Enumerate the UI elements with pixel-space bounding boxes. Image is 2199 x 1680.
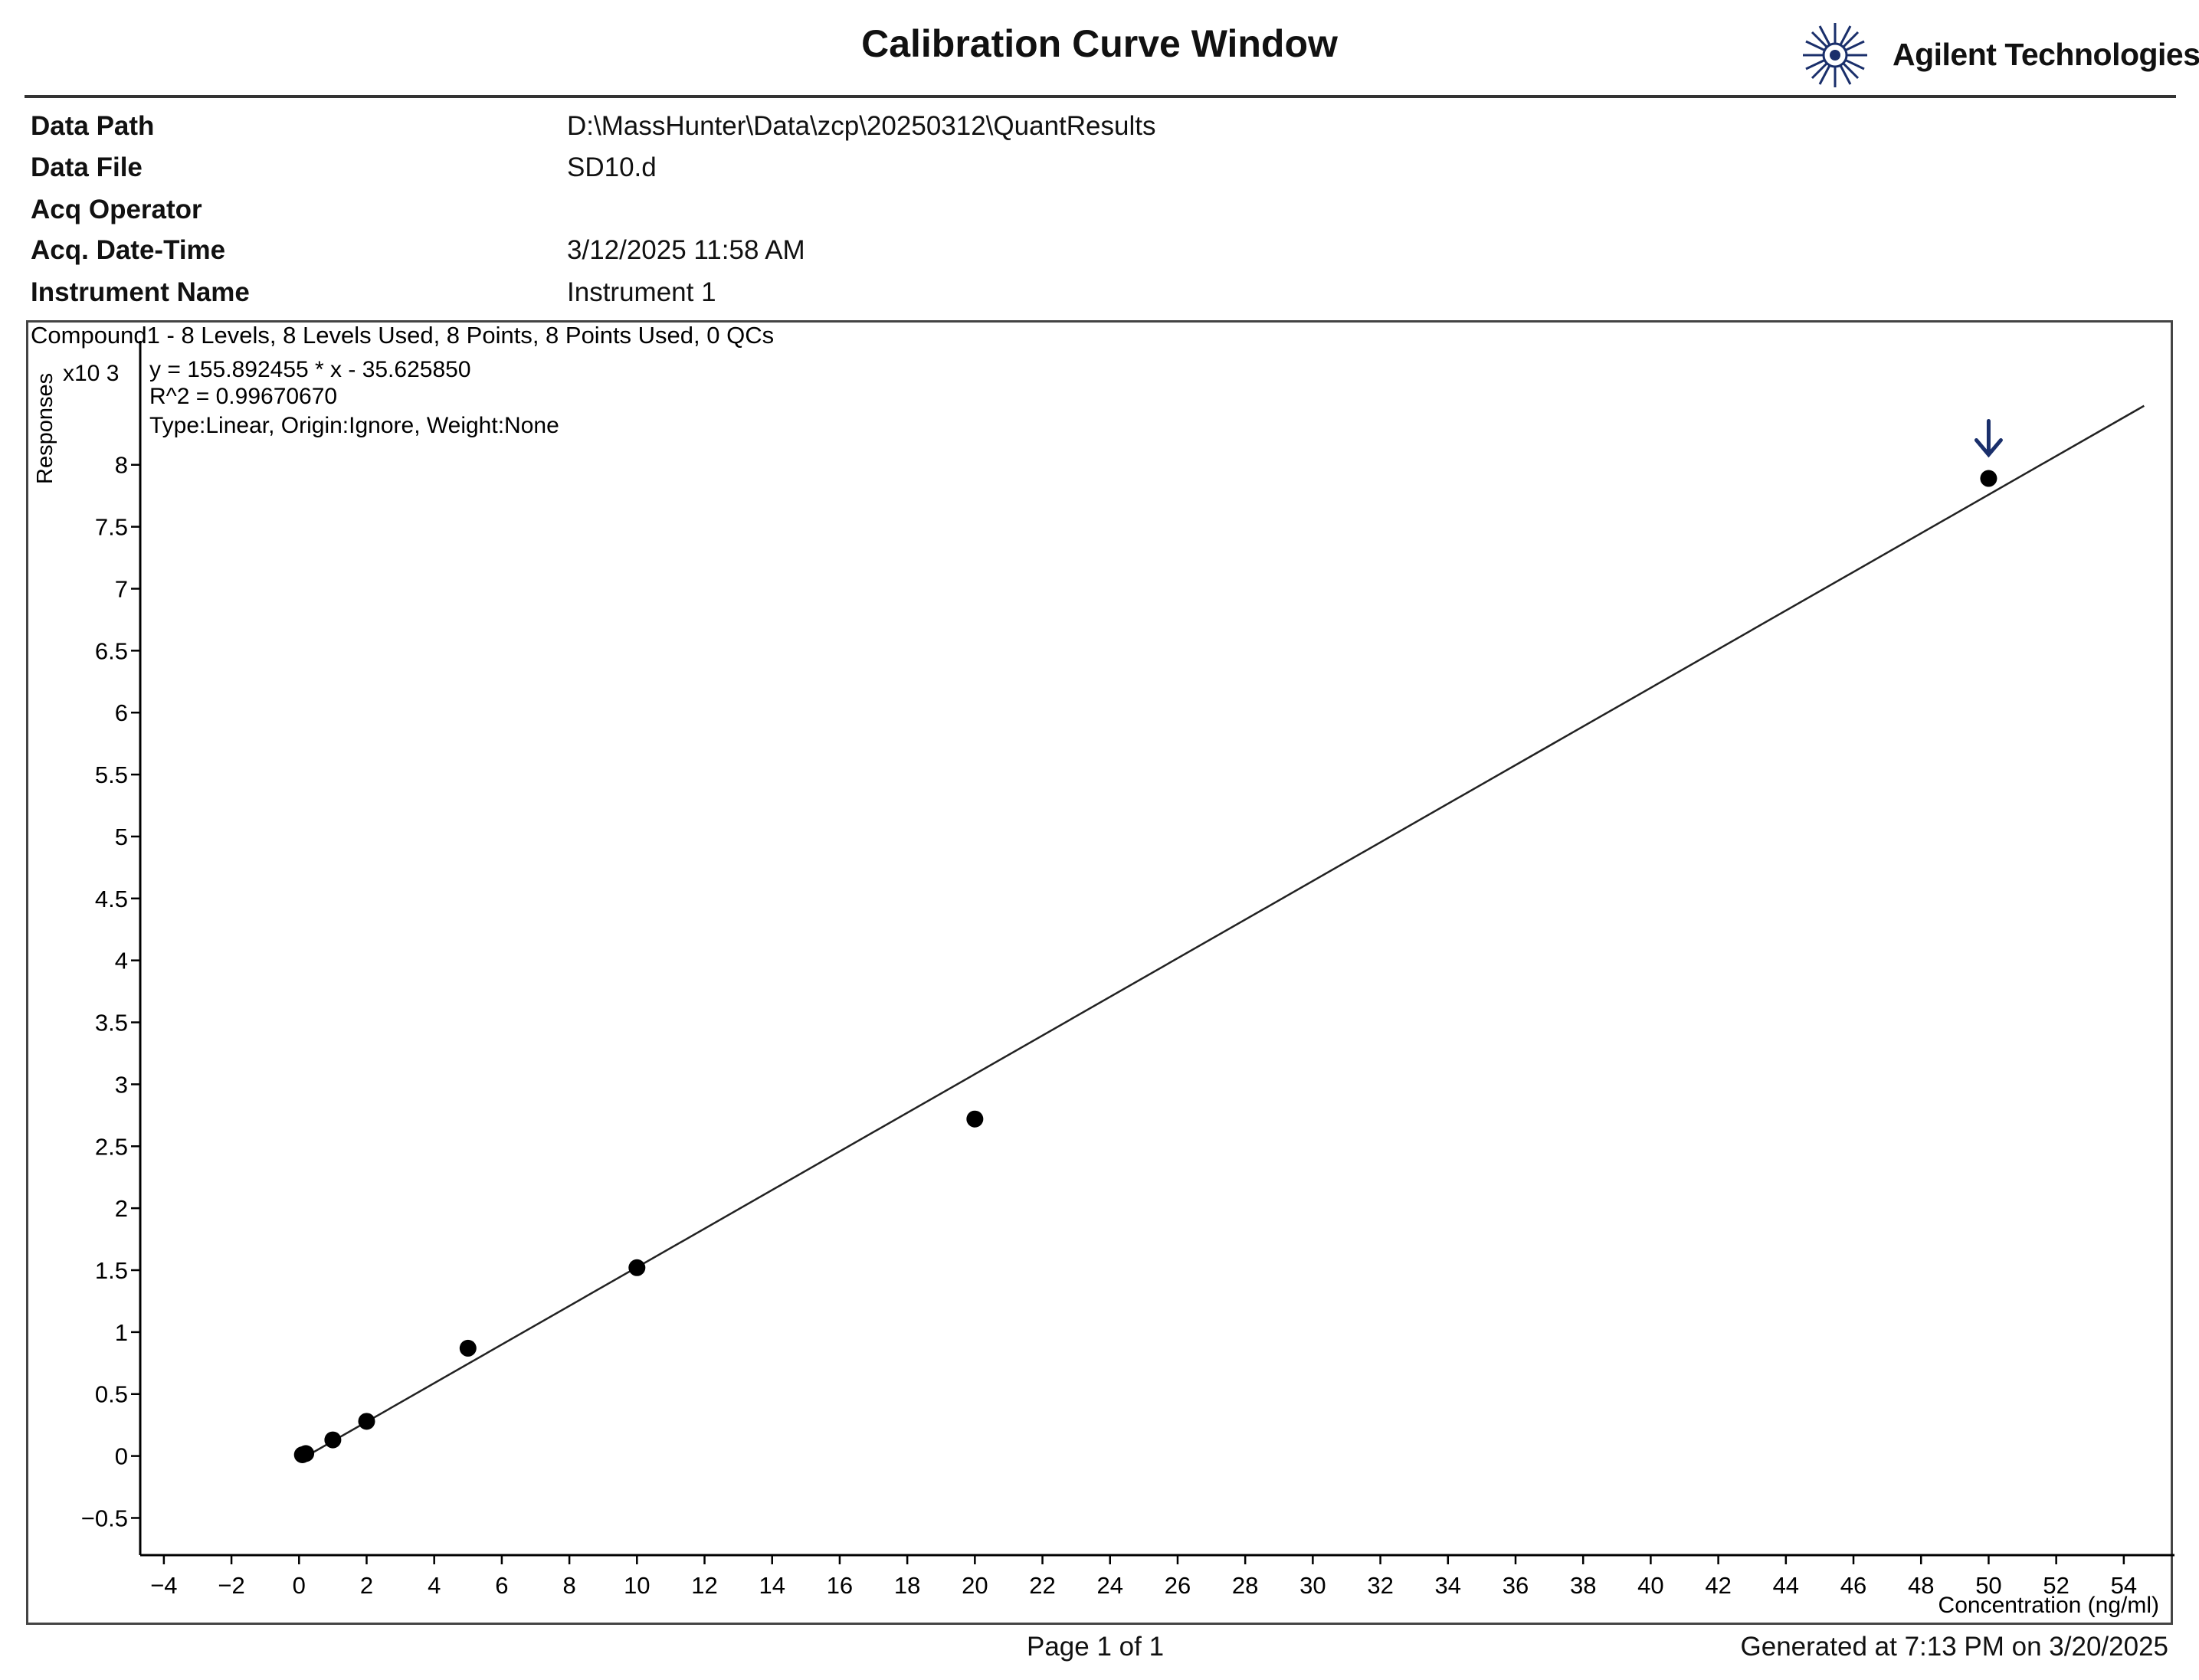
y-tick-label: 6.5 [95, 637, 128, 664]
x-tick-label: 28 [1232, 1572, 1258, 1599]
meta-value-acq-datetime: 3/12/2025 11:58 AM [567, 235, 805, 265]
x-tick-label: 4 [428, 1572, 441, 1599]
x-tick-label: 50 [1975, 1572, 2001, 1599]
y-tick-label: 0.5 [95, 1381, 128, 1408]
x-tick-label: 2 [360, 1572, 373, 1599]
y-tick-label: 2 [115, 1195, 128, 1222]
fit-type: Type:Linear, Origin:Ignore, Weight:None [149, 413, 559, 438]
y-tick-label: 4.5 [95, 886, 128, 912]
y-tick-label: 8 [115, 452, 128, 479]
brand-name: Agilent Technologies [1893, 37, 2199, 72]
chart-header: Compound1 - 8 Levels, 8 Levels Used, 8 P… [31, 322, 774, 349]
meta-value-data-file: SD10.d [567, 152, 657, 182]
agilent-spark-icon [1803, 23, 1867, 87]
y-tick-label: 5 [115, 824, 128, 850]
meta-value-data-path: D:\MassHunter\Data\zcp\20250312\QuantRes… [567, 111, 1156, 141]
footer-generated: Generated at 7:13 PM on 3/20/2025 [1740, 1632, 2168, 1662]
x-tick-label: 24 [1097, 1572, 1123, 1599]
meta-value-instrument-name: Instrument 1 [567, 277, 716, 307]
x-tick-label: 38 [1570, 1572, 1596, 1599]
y-tick-label: 2.5 [95, 1133, 128, 1160]
y-axis-multiplier: x10 3 [63, 361, 119, 386]
y-axis-label: Responses [33, 373, 57, 484]
x-tick-label: 40 [1637, 1572, 1663, 1599]
y-tick-label: 1 [115, 1319, 128, 1346]
meta-label-acq-datetime: Acq. Date-Time [31, 235, 226, 265]
page-title: Calibration Curve Window [861, 22, 1338, 65]
data-point [358, 1413, 375, 1430]
data-point [324, 1431, 342, 1449]
y-tick-label: 4 [115, 948, 128, 974]
x-tick-label: 10 [624, 1572, 650, 1599]
x-tick-label: 22 [1029, 1572, 1055, 1599]
x-tick-label: 34 [1435, 1572, 1461, 1599]
x-tick-label: 16 [827, 1572, 853, 1599]
x-tick-label: 12 [691, 1572, 717, 1599]
data-point [297, 1445, 315, 1462]
x-axis-label: Concentration (ng/ml) [1938, 1593, 2159, 1618]
fit-line [298, 404, 2145, 1462]
footer-page-number: Page 1 of 1 [1027, 1632, 1165, 1662]
meta-label-data-file: Data File [31, 152, 143, 182]
meta-label-acq-operator: Acq Operator [31, 195, 202, 224]
x-tick-label: 54 [2111, 1572, 2137, 1599]
y-tick-label: 5.5 [95, 761, 128, 788]
y-tick-label: 7.5 [95, 514, 128, 541]
y-tick-label: 7 [115, 575, 128, 602]
x-tick-label: 44 [1773, 1572, 1799, 1599]
data-point [628, 1259, 646, 1276]
y-tick-label: 0 [115, 1443, 128, 1470]
x-tick-label: 32 [1367, 1572, 1393, 1599]
x-tick-label: 42 [1705, 1572, 1731, 1599]
x-tick-label: 46 [1840, 1572, 1866, 1599]
fit-equation: y = 155.892455 * x - 35.625850 [149, 357, 471, 382]
fit-r-squared: R^2 = 0.99670670 [149, 384, 337, 409]
x-tick-label: 52 [2043, 1572, 2069, 1599]
data-point [459, 1339, 477, 1357]
x-tick-label: 30 [1299, 1572, 1326, 1599]
data-point [966, 1110, 984, 1128]
y-tick-label: 1.5 [95, 1257, 128, 1284]
y-tick-label: 6 [115, 699, 128, 726]
y-tick-label: −0.5 [81, 1505, 128, 1531]
x-tick-label: 26 [1165, 1572, 1191, 1599]
meta-label-instrument-name: Instrument Name [31, 277, 250, 307]
x-tick-label: −2 [218, 1572, 244, 1599]
chart-frame [26, 320, 2173, 1625]
meta-label-data-path: Data Path [31, 111, 155, 141]
x-tick-label: 36 [1503, 1572, 1529, 1599]
data-point [1980, 470, 1997, 487]
brand-logo: Agilent Technologies [1793, 17, 2199, 93]
x-tick-label: 18 [894, 1572, 920, 1599]
x-tick-label: −4 [150, 1572, 177, 1599]
x-tick-label: 8 [562, 1572, 575, 1599]
x-tick-label: 0 [293, 1572, 306, 1599]
y-tick-label: 3.5 [95, 1010, 128, 1036]
x-tick-label: 6 [495, 1572, 508, 1599]
y-tick-label: 3 [115, 1071, 128, 1098]
x-tick-label: 20 [962, 1572, 988, 1599]
x-tick-label: 14 [759, 1572, 785, 1599]
header-rule [25, 95, 2176, 98]
outlier-arrow-icon [1974, 419, 2003, 458]
x-tick-label: 48 [1908, 1572, 1934, 1599]
